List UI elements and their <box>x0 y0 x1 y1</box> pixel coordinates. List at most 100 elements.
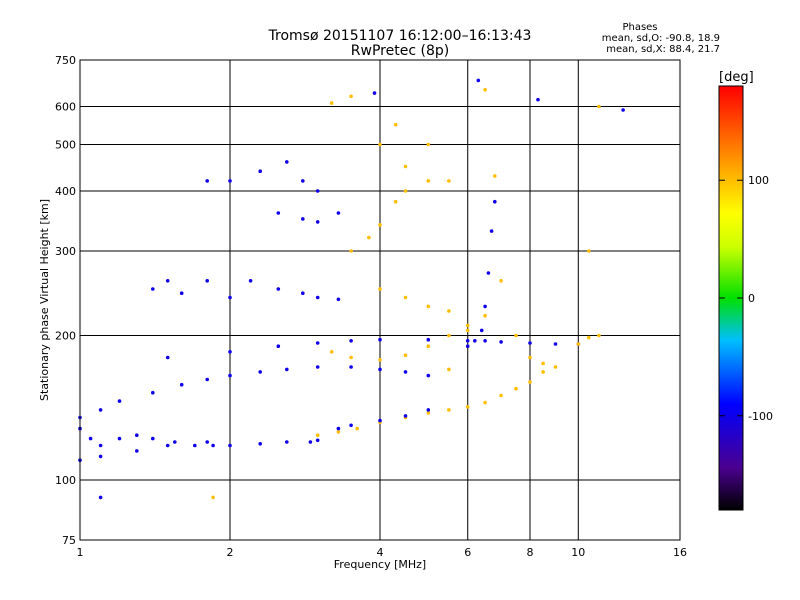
data-point <box>483 339 487 343</box>
data-point <box>426 142 431 147</box>
data-point <box>465 344 470 349</box>
data-point <box>258 169 263 173</box>
data-point <box>483 400 487 405</box>
data-point <box>426 179 431 183</box>
data-point <box>536 97 540 102</box>
data-point <box>205 279 209 283</box>
x-tick-label: 1 <box>77 546 84 559</box>
data-point <box>98 443 103 448</box>
grid-lines <box>80 60 680 540</box>
data-point <box>514 333 518 338</box>
data-point <box>88 436 93 441</box>
data-point <box>378 367 382 372</box>
data-point <box>98 408 103 412</box>
data-point <box>205 179 209 183</box>
data-point <box>173 440 177 444</box>
data-point <box>151 390 155 395</box>
data-point <box>499 279 503 283</box>
data-point <box>165 355 170 360</box>
data-point <box>465 405 470 409</box>
data-point <box>541 361 545 366</box>
x-tick-label: 8 <box>527 546 534 559</box>
data-point <box>228 295 232 300</box>
data-point <box>621 108 625 112</box>
data-point <box>349 423 353 428</box>
data-point <box>315 189 320 193</box>
y-tick-label: 750 <box>55 54 76 67</box>
data-point <box>528 380 532 384</box>
data-point <box>228 373 232 378</box>
data-point <box>228 350 232 354</box>
data-point <box>378 337 382 342</box>
y-tick-label: 400 <box>55 185 76 198</box>
data-point <box>336 297 341 302</box>
data-point <box>301 291 305 296</box>
plot-frame <box>79 59 681 541</box>
data-point <box>135 449 139 453</box>
data-point <box>587 249 591 253</box>
data-point <box>393 199 398 204</box>
data-point <box>301 179 305 183</box>
data-point <box>205 377 209 382</box>
data-point <box>426 337 431 342</box>
data-point <box>117 399 122 403</box>
data-point <box>426 373 431 378</box>
data-point <box>553 365 558 369</box>
data-point <box>315 365 320 369</box>
data-point <box>315 220 320 224</box>
x-tick-label: 16 <box>673 546 687 559</box>
x-tick-label: 10 <box>571 546 585 559</box>
data-point <box>528 355 532 360</box>
data-point <box>117 436 122 441</box>
data-point <box>211 443 215 448</box>
data-point <box>499 393 503 398</box>
x-tick-label: 6 <box>464 546 471 559</box>
data-point <box>403 295 408 300</box>
colorbar-ticks: 100 0 -100 <box>719 174 773 423</box>
data-point <box>329 350 334 354</box>
x-tick-label: 2 <box>227 546 234 559</box>
data-point <box>403 414 408 418</box>
data-point <box>587 335 591 340</box>
data-point <box>355 426 360 431</box>
y-tick-label: 600 <box>55 101 76 114</box>
data-point <box>276 344 281 349</box>
data-point <box>336 211 341 215</box>
data-point <box>135 433 139 438</box>
data-point <box>329 101 334 105</box>
data-point <box>349 355 353 360</box>
data-point <box>372 91 377 95</box>
data-point <box>165 279 170 283</box>
data-point <box>336 430 341 434</box>
data-point <box>465 323 470 328</box>
data-point <box>426 408 431 412</box>
data-point <box>151 436 155 441</box>
data-point <box>285 440 289 444</box>
data-point <box>258 370 263 374</box>
data-point <box>349 365 353 369</box>
data-point <box>276 287 281 291</box>
data-point <box>285 367 289 372</box>
y-tick-label: 75 <box>62 534 76 547</box>
data-point <box>179 382 184 387</box>
data-point <box>228 179 232 183</box>
data-point <box>378 287 382 291</box>
data-point <box>378 142 382 147</box>
colorbar-tick-label: -100 <box>748 410 773 423</box>
data-point <box>315 438 320 443</box>
y-tick-label: 300 <box>55 245 76 258</box>
data-point <box>473 339 477 343</box>
data-point <box>483 88 487 92</box>
data-point <box>285 160 289 164</box>
data-point <box>367 235 371 240</box>
axis-ticks: 1 2 4 6 8 10 16 75 100 200 300 400 500 600 750 <box>55 54 687 559</box>
data-point <box>393 122 398 127</box>
data-point <box>576 342 581 346</box>
data-point <box>349 249 353 253</box>
phase-stats-x: mean, sd,X: 88.4, 21.7 <box>606 44 720 55</box>
y-tick-label: 200 <box>55 330 76 343</box>
data-points <box>78 78 625 500</box>
data-point <box>479 328 484 333</box>
data-point <box>315 433 320 438</box>
